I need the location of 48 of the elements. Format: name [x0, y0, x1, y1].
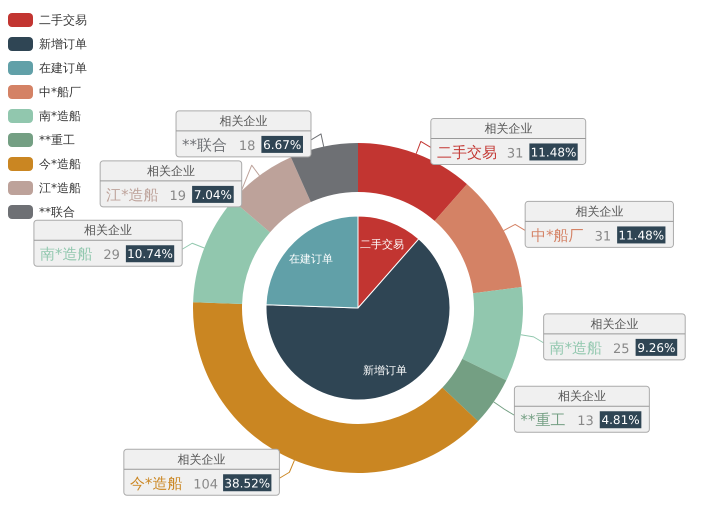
data-label: 31	[594, 229, 612, 244]
slice-label: **重工	[520, 411, 566, 430]
legend-label: **联合	[39, 204, 75, 220]
text: 11.48%	[618, 228, 664, 242]
data-label: 104	[193, 477, 218, 492]
data-label: 31	[506, 146, 524, 162]
text: 相关企业	[220, 114, 268, 128]
data-label: 13	[577, 414, 594, 430]
text: 9.26%	[637, 340, 676, 355]
legend-label: **重工	[39, 132, 75, 148]
legend-label: 在建订单	[39, 60, 87, 76]
text: 相关企业	[146, 164, 195, 178]
text: 6.67%	[263, 138, 302, 152]
text: 4.81%	[602, 413, 640, 428]
data-label: 19	[170, 188, 186, 204]
text: 7.04%	[194, 188, 232, 202]
slice-label: 南*造船	[550, 338, 602, 357]
text: 相关企业	[84, 223, 132, 238]
slice-label: 在建订单	[288, 252, 333, 266]
legend-label: 中*船厂	[39, 84, 81, 100]
text: 38.52%	[224, 476, 270, 490]
data-label: 29	[103, 248, 120, 264]
text: 相关企业	[575, 204, 624, 218]
slice-label: 二手交易	[436, 143, 497, 162]
slice-label: **联合	[182, 136, 228, 154]
slice-label: 江*造船	[106, 186, 159, 204]
text: 相关企业	[484, 121, 532, 136]
slice-label: 二手交易	[360, 238, 404, 251]
donut-slice	[434, 184, 522, 294]
donut-slice	[462, 286, 523, 380]
slice-label: 今*造船	[130, 474, 182, 492]
donut-slice	[442, 358, 506, 422]
text: 相关企业	[178, 452, 226, 466]
slice-label: 南*造船	[40, 245, 92, 264]
data-label: 18	[238, 138, 256, 154]
legend-label: 南*造船	[39, 108, 81, 124]
text: 相关企业	[590, 316, 638, 331]
donut-slice	[358, 143, 467, 221]
legend-label: 今*造船	[39, 156, 81, 172]
legend-label: 江*造船	[39, 180, 81, 196]
text: 11.48%	[530, 145, 576, 160]
text: 10.74%	[127, 247, 173, 262]
legend-label: 新增订单	[39, 36, 87, 52]
legend-label: 二手交易	[39, 12, 87, 28]
slice-label: 新增订单	[362, 364, 407, 377]
data-label: 25	[613, 342, 630, 357]
text: 相关企业	[558, 389, 606, 404]
slice-label: 中*船厂	[531, 226, 584, 244]
